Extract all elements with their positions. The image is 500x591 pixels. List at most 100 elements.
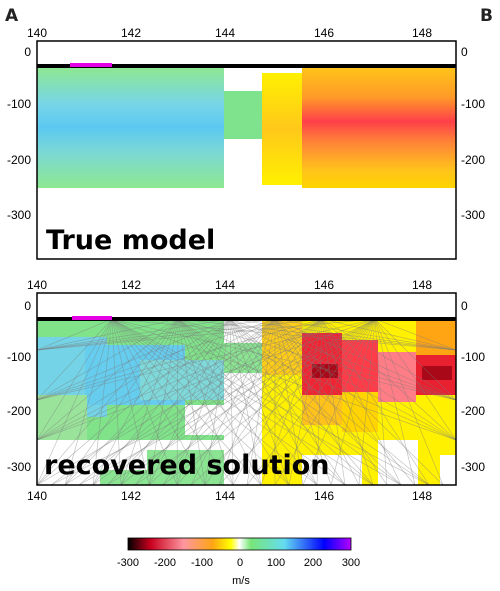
ray-path: [111, 318, 430, 485]
ray-path: [111, 318, 290, 485]
recovered-strong-slow: [312, 364, 338, 378]
ray-path: [274, 318, 416, 485]
ray-path: [177, 318, 374, 485]
top-fast-anomaly: [37, 67, 224, 188]
top-surface-marker: [70, 63, 112, 67]
ray-path: [229, 318, 402, 485]
corner-label-a: A: [5, 6, 19, 26]
recovered-pink-block: [378, 352, 416, 402]
ray-path: [288, 318, 323, 485]
ray-path: [176, 318, 179, 485]
ray-path: [274, 318, 332, 485]
ray-path: [111, 318, 178, 485]
bottom-x-tick-label: 142: [121, 278, 141, 292]
top-x-tick-label: 140: [27, 26, 47, 40]
ray-path: [374, 318, 456, 351]
colorbar-tick-label: -100: [191, 557, 213, 569]
ray-path: [190, 318, 376, 485]
colorbar-tick-label: 100: [267, 557, 285, 569]
ray-path: [37, 318, 323, 441]
ray-path: [37, 318, 376, 401]
top-panel-frame: [36, 40, 457, 260]
ray-path: [50, 318, 276, 485]
ray-path: [176, 318, 231, 485]
ray-path: [37, 318, 113, 441]
ray-path: [176, 318, 323, 485]
ray-path: [37, 318, 179, 441]
ray-path: [229, 318, 346, 485]
bottom-surface-line: [37, 317, 456, 321]
ray-path: [302, 318, 376, 485]
bottom-depth-tick-label: -300: [7, 460, 31, 474]
top-depth-tick-label: -300: [7, 208, 31, 222]
ray-path: [204, 318, 323, 485]
ray-path: [321, 318, 456, 401]
ray-path: [37, 318, 323, 485]
ray-path: [218, 318, 276, 485]
ray-path: [120, 318, 231, 485]
bottom-x-tick-label-lower: 146: [314, 489, 334, 503]
ray-path: [37, 318, 276, 401]
bottom-depth-tick-label-right: -300: [461, 460, 485, 474]
ray-path: [92, 318, 113, 485]
colorbar-scale: [127, 537, 352, 551]
ray-path: [374, 318, 456, 401]
ray-path: [148, 318, 231, 485]
bottom-depth-tick-label-right: 0: [461, 299, 468, 313]
ray-path: [106, 318, 276, 485]
top-depth-axis-right: 0 -100 -200 -300: [461, 45, 485, 222]
ray-path: [111, 318, 318, 485]
ray-path: [111, 318, 456, 441]
top-depth-tick-label-right: -300: [461, 208, 485, 222]
ray-path: [92, 318, 179, 485]
ray-path: [134, 318, 376, 485]
bottom-recovered-blocks: [37, 318, 456, 485]
recovered-green-block: [147, 450, 224, 485]
ray-path: [316, 318, 323, 485]
ray-path: [274, 318, 388, 485]
ray-path: [37, 318, 276, 351]
ray-path: [111, 318, 456, 351]
recovered-orange-block: [302, 395, 342, 425]
ray-path: [162, 318, 276, 485]
ray-path: [321, 318, 402, 485]
ray-path: [177, 318, 456, 441]
ray-path: [37, 318, 276, 441]
ray-path: [37, 318, 113, 401]
ray-path: [111, 318, 456, 401]
top-depth-tick-label: -200: [7, 153, 31, 167]
bottom-panel-label: recovered solution: [44, 450, 329, 481]
recovered-yellow-block: [342, 392, 378, 432]
bottom-depth-axis-left: 0 -100 -200 -300: [7, 299, 31, 474]
ray-path: [92, 318, 231, 485]
ray-path: [134, 318, 276, 485]
top-depth-tick-label: -100: [7, 97, 31, 111]
top-slow-anomaly: [302, 67, 456, 188]
ray-path: [229, 318, 456, 401]
ray-path: [37, 318, 231, 485]
top-yellow-block: [262, 73, 302, 185]
ray-path: [111, 318, 206, 485]
ray-path: [37, 318, 179, 401]
ray-path: [274, 318, 360, 485]
colorbar-tick-label: 200: [304, 557, 322, 569]
colorbar: -300 -200 -100 0 100 200 300 m/s: [117, 537, 360, 587]
recovered-white-block: [302, 455, 362, 485]
ray-path: [321, 318, 456, 351]
ray-path: [37, 318, 231, 351]
ray-path: [37, 318, 113, 351]
colorbar-tick-label: -300: [117, 557, 139, 569]
top-green-block: [224, 91, 262, 139]
ray-path: [37, 318, 323, 401]
bottom-depth-tick-label-right: -100: [461, 350, 485, 364]
top-depth-tick-label-right: 0: [461, 45, 468, 59]
ray-path: [78, 318, 376, 485]
ray-path: [274, 318, 456, 401]
recovered-fast-block: [140, 360, 224, 400]
colorbar-unit: m/s: [232, 575, 250, 587]
ray-path: [120, 318, 179, 485]
bottom-depth-tick-label: -100: [7, 350, 31, 364]
ray-path: [64, 318, 179, 485]
ray-path: [321, 318, 346, 485]
